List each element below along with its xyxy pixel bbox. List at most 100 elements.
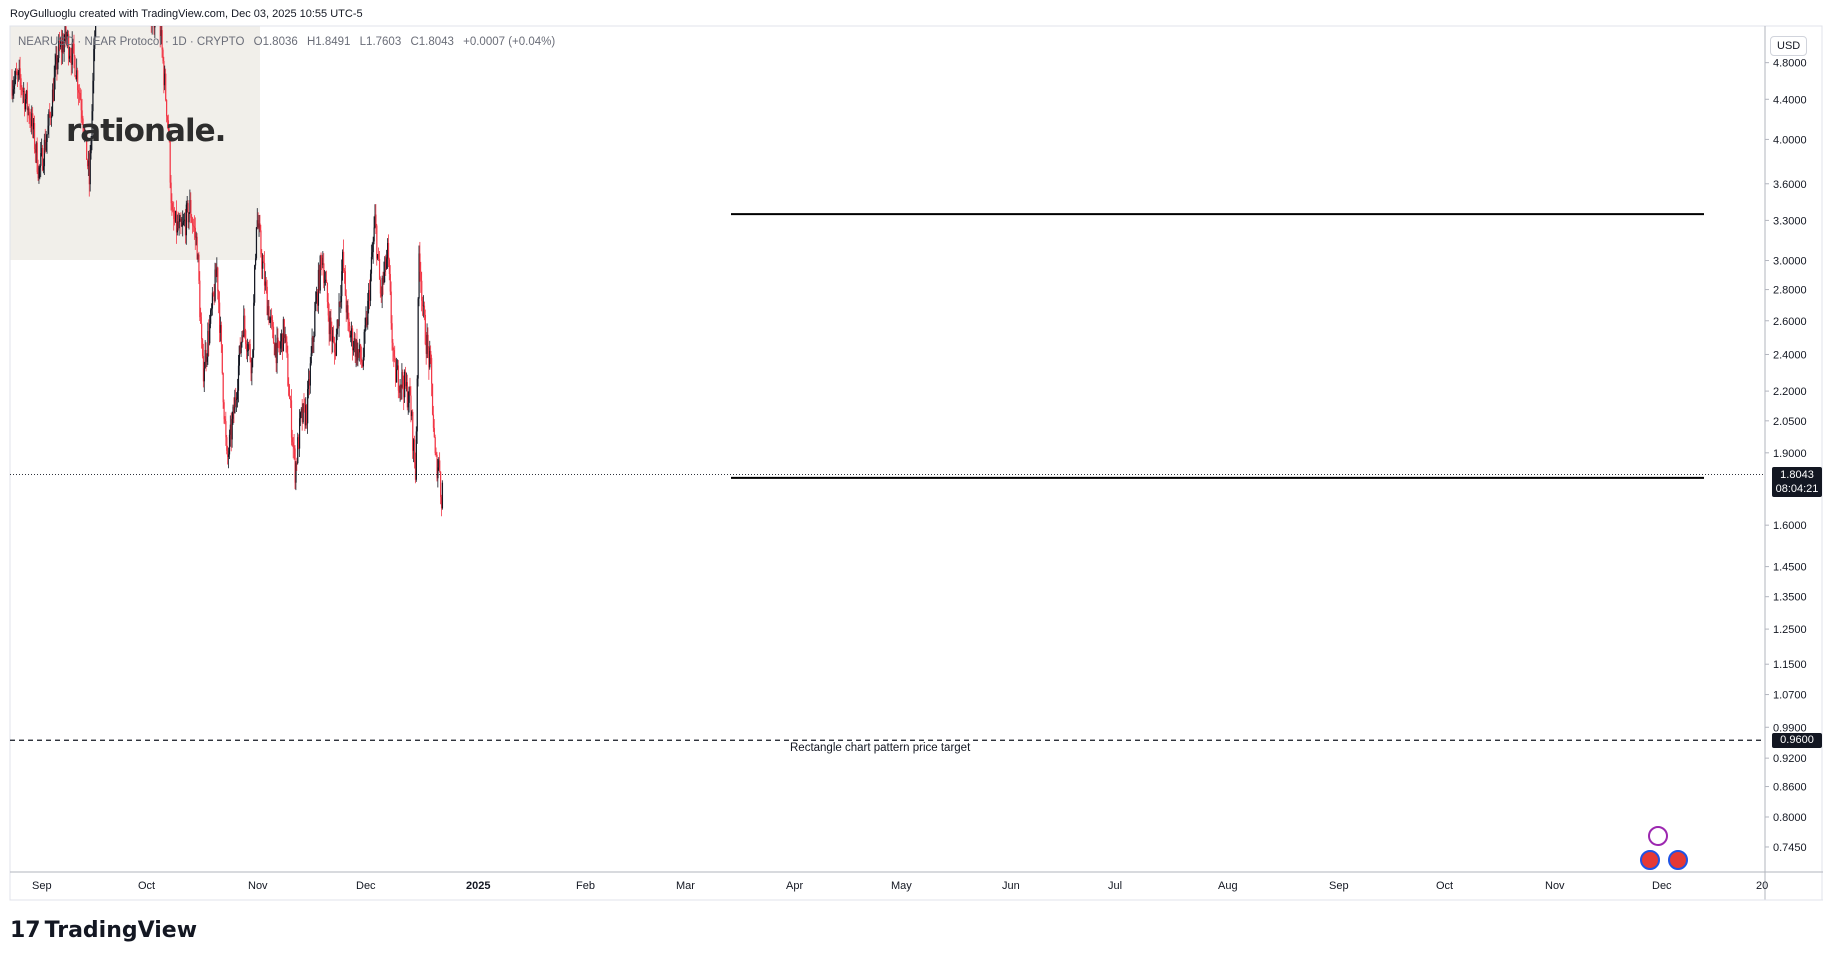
y-tick-label: 0.8000 — [1773, 812, 1807, 824]
candle-body — [317, 269, 320, 306]
flag-icon[interactable] — [1640, 850, 1660, 870]
candle-body — [319, 256, 321, 291]
candle-body — [361, 362, 364, 367]
candle-body — [57, 57, 59, 70]
candle-body — [34, 149, 37, 153]
candle-body — [239, 345, 241, 354]
candle-body — [175, 211, 178, 233]
y-tick-label: 2.8000 — [1773, 285, 1807, 297]
flag-icon[interactable] — [1668, 850, 1688, 870]
candle-body — [404, 371, 407, 387]
candle-body — [345, 295, 347, 313]
candle-body — [237, 365, 240, 391]
candle-body — [426, 334, 428, 354]
candle-body — [55, 55, 57, 65]
x-tick-label: 2025 — [466, 880, 490, 892]
candle-body — [375, 214, 377, 226]
candle-body — [389, 273, 391, 292]
candle-body — [213, 294, 215, 301]
candle-body — [50, 114, 52, 118]
candle-body — [438, 460, 440, 468]
candle-body — [413, 439, 415, 451]
candle-body — [308, 379, 311, 386]
candle-body — [403, 384, 405, 398]
candle-body — [18, 68, 20, 72]
candle-body — [78, 92, 81, 94]
candle-body — [61, 41, 64, 53]
candle-body — [394, 356, 396, 361]
candle-body — [94, 36, 96, 49]
x-tick-label: Oct — [138, 880, 155, 892]
candle-body — [315, 301, 317, 312]
candle-body — [185, 204, 187, 236]
candle-body — [170, 182, 172, 204]
candle-body — [384, 257, 386, 273]
tradingview-logo[interactable]: 17 TradingView — [10, 918, 197, 943]
candle-body — [62, 41, 64, 52]
candle-body — [153, 26, 155, 28]
candle-body — [29, 118, 31, 121]
candle-body — [261, 254, 263, 269]
candle-body — [363, 331, 365, 358]
candle-body — [422, 305, 425, 307]
indicator-lightning-icon[interactable] — [1648, 826, 1668, 846]
candle-body — [290, 398, 292, 401]
candle-body — [210, 308, 213, 311]
candle-body — [274, 343, 276, 356]
candle-body — [280, 341, 282, 349]
candle-body — [154, 26, 156, 28]
y-tick-label: 3.6000 — [1773, 179, 1807, 191]
candle-body — [49, 111, 51, 115]
candle-body — [186, 203, 188, 205]
candle-body — [388, 259, 391, 274]
candle-body — [355, 340, 357, 357]
candle-body — [182, 222, 184, 226]
candle-body — [367, 300, 369, 325]
candle-body — [179, 218, 181, 222]
candle-body — [163, 61, 165, 86]
tradingview-brand: TradingView — [44, 918, 198, 943]
candle-body — [343, 269, 346, 272]
candle-body — [351, 328, 353, 336]
candle-body — [291, 437, 294, 443]
candle-body — [356, 340, 358, 361]
candle-body — [207, 330, 209, 357]
y-tick-label: 1.4500 — [1773, 562, 1807, 574]
symbol-info: NEARUSD · NEAR Protocol · 1D · CRYPTO O1… — [18, 36, 561, 48]
x-tick-label: Dec — [1652, 880, 1672, 892]
currency-selector[interactable]: USD — [1770, 36, 1808, 56]
y-tick-label: 1.0700 — [1773, 690, 1807, 702]
candle-body — [369, 290, 371, 301]
candle-body — [335, 334, 338, 356]
symbol-name[interactable]: NEARUSD · NEAR Protocol · 1D · CRYPTO — [18, 36, 245, 48]
candle-body — [299, 412, 302, 419]
candle-body — [397, 365, 400, 391]
candle-body — [33, 123, 36, 150]
candle-body — [201, 323, 203, 339]
x-tick-label: May — [891, 880, 912, 892]
candle-body — [52, 89, 55, 101]
candle-body — [169, 138, 171, 183]
candle-body — [329, 317, 331, 335]
candle-body — [216, 267, 218, 277]
candle-body — [336, 319, 338, 335]
y-tick-label: 1.3500 — [1773, 592, 1807, 604]
candle-body — [255, 227, 258, 259]
candle-body — [415, 431, 417, 480]
candle-body — [310, 353, 312, 364]
candle-body — [214, 269, 216, 301]
candle-body — [228, 434, 231, 455]
candle-body — [42, 148, 44, 171]
candle-body — [221, 344, 223, 374]
candle-body — [390, 291, 392, 324]
y-tick-label: 3.0000 — [1773, 256, 1807, 268]
y-tick-label: 0.8600 — [1773, 782, 1807, 794]
candle-body — [73, 43, 75, 57]
candle-body — [150, 0, 151, 5]
candle-body — [380, 293, 382, 297]
candle-body — [15, 71, 17, 80]
candle-body — [369, 273, 372, 301]
candle-body — [210, 310, 212, 324]
candle-body — [84, 131, 86, 137]
